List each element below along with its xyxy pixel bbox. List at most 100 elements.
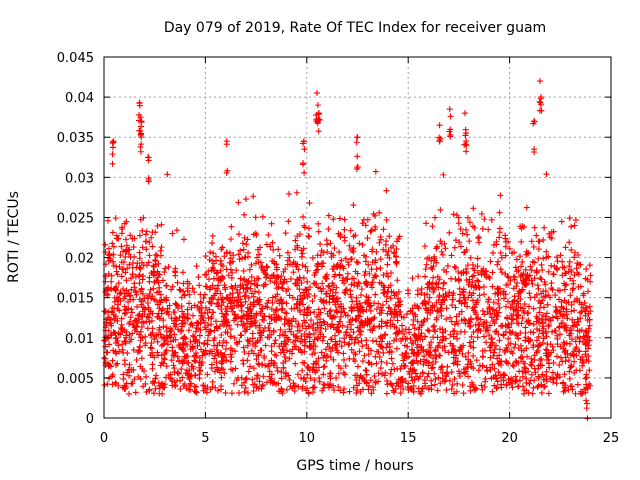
data-point bbox=[197, 298, 204, 305]
data-point bbox=[228, 223, 235, 230]
data-point bbox=[125, 298, 132, 305]
data-point bbox=[268, 220, 275, 227]
data-point bbox=[486, 332, 493, 339]
data-point bbox=[129, 271, 136, 278]
data-point bbox=[240, 312, 247, 319]
data-point bbox=[531, 259, 538, 266]
data-point bbox=[447, 133, 454, 140]
data-point bbox=[144, 325, 151, 332]
data-point bbox=[529, 258, 536, 265]
data-point bbox=[575, 251, 582, 258]
data-point bbox=[509, 329, 516, 336]
data-point bbox=[210, 275, 217, 282]
data-point bbox=[158, 352, 165, 359]
data-point bbox=[137, 216, 144, 223]
y-tick-label: 0.035 bbox=[57, 131, 94, 146]
data-point bbox=[376, 209, 383, 216]
data-point bbox=[211, 368, 218, 375]
data-point bbox=[252, 260, 259, 267]
data-point bbox=[581, 299, 588, 306]
data-point bbox=[317, 252, 324, 259]
data-point bbox=[466, 238, 473, 245]
data-point bbox=[322, 326, 329, 333]
data-point bbox=[124, 350, 131, 357]
data-point bbox=[393, 345, 400, 352]
data-point bbox=[260, 373, 267, 380]
data-point bbox=[470, 352, 477, 359]
data-point bbox=[240, 267, 247, 274]
data-point bbox=[282, 358, 289, 365]
data-point bbox=[556, 331, 563, 338]
data-point bbox=[560, 345, 567, 352]
data-point bbox=[250, 293, 257, 300]
data-point bbox=[426, 294, 433, 301]
data-point bbox=[112, 286, 119, 293]
data-point bbox=[380, 282, 387, 289]
data-point bbox=[121, 220, 128, 227]
data-point bbox=[568, 301, 575, 308]
data-point bbox=[380, 226, 387, 233]
data-point bbox=[340, 305, 347, 312]
data-point bbox=[456, 311, 463, 318]
data-point bbox=[468, 292, 475, 299]
data-point bbox=[209, 282, 216, 289]
data-point bbox=[205, 268, 212, 275]
data-point bbox=[146, 239, 153, 246]
data-point bbox=[180, 280, 187, 287]
data-point bbox=[246, 266, 253, 273]
data-point bbox=[342, 255, 349, 262]
data-point bbox=[316, 375, 323, 382]
data-point bbox=[428, 365, 435, 372]
data-point bbox=[341, 335, 348, 342]
data-point bbox=[362, 367, 369, 374]
data-point bbox=[495, 300, 502, 307]
data-point bbox=[521, 309, 528, 316]
data-point bbox=[532, 369, 539, 376]
data-point bbox=[280, 279, 287, 286]
data-point bbox=[450, 354, 457, 361]
data-point bbox=[282, 332, 289, 339]
data-point bbox=[315, 284, 322, 291]
data-point bbox=[179, 308, 186, 315]
data-point bbox=[252, 214, 259, 221]
data-point bbox=[521, 224, 528, 231]
data-point bbox=[176, 286, 183, 293]
data-point bbox=[114, 317, 121, 324]
data-point bbox=[502, 235, 509, 242]
data-point bbox=[383, 360, 390, 367]
data-point bbox=[539, 312, 546, 319]
data-point bbox=[231, 334, 238, 341]
data-point bbox=[585, 288, 592, 295]
y-tick-label: 0.04 bbox=[65, 91, 94, 106]
data-point bbox=[369, 279, 376, 286]
data-point bbox=[154, 301, 161, 308]
data-point bbox=[429, 307, 436, 314]
data-point bbox=[330, 356, 337, 363]
data-point bbox=[456, 297, 463, 304]
data-point bbox=[439, 297, 446, 304]
data-point bbox=[178, 303, 185, 310]
data-point bbox=[206, 306, 213, 313]
data-point bbox=[210, 250, 217, 257]
data-point bbox=[318, 322, 325, 329]
data-point bbox=[486, 275, 493, 282]
data-point bbox=[573, 265, 580, 272]
data-point bbox=[188, 372, 195, 379]
data-point bbox=[438, 301, 445, 308]
data-point bbox=[192, 358, 199, 365]
data-point bbox=[136, 331, 143, 338]
data-point bbox=[114, 271, 121, 278]
data-point bbox=[487, 310, 494, 317]
data-point bbox=[170, 337, 177, 344]
data-point bbox=[362, 258, 369, 265]
data-point bbox=[517, 296, 524, 303]
data-point bbox=[219, 244, 226, 251]
data-point bbox=[540, 376, 547, 383]
data-point bbox=[149, 361, 156, 368]
y-tick-label: 0.025 bbox=[57, 211, 94, 226]
data-point bbox=[305, 232, 312, 239]
data-point bbox=[521, 301, 528, 308]
data-point bbox=[154, 222, 161, 229]
data-point bbox=[228, 390, 235, 397]
data-point bbox=[449, 296, 456, 303]
